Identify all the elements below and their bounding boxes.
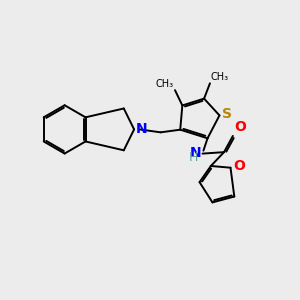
Text: N: N: [190, 146, 202, 160]
Text: CH₃: CH₃: [211, 72, 229, 82]
Text: N: N: [136, 122, 148, 136]
Text: O: O: [233, 159, 245, 173]
Text: H: H: [189, 151, 198, 164]
Text: CH₃: CH₃: [155, 79, 173, 89]
Text: O: O: [234, 120, 246, 134]
Text: S: S: [222, 107, 233, 121]
